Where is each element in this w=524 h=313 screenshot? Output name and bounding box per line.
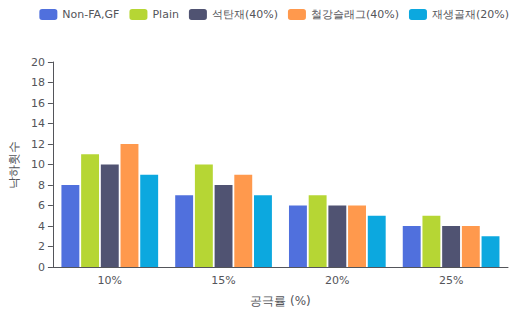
svg-text:6: 6 — [38, 199, 45, 212]
svg-text:12: 12 — [31, 138, 45, 151]
svg-text:0: 0 — [38, 261, 45, 274]
svg-text:10%: 10% — [98, 274, 122, 287]
svg-text:재생골재(20%): 재생골재(20%) — [432, 8, 509, 21]
svg-text:14: 14 — [31, 117, 45, 130]
svg-text:20: 20 — [31, 56, 45, 69]
svg-text:15%: 15% — [211, 274, 235, 287]
svg-text:4: 4 — [38, 220, 45, 233]
svg-text:8: 8 — [38, 179, 45, 192]
svg-text:10: 10 — [31, 158, 45, 171]
svg-text:공극률 (%): 공극률 (%) — [250, 294, 311, 308]
svg-text:25%: 25% — [439, 274, 463, 287]
svg-text:철강슬래그(40%): 철강슬래그(40%) — [311, 8, 399, 21]
svg-text:Plain: Plain — [152, 8, 178, 21]
svg-text:16: 16 — [31, 97, 45, 110]
svg-text:낙하횟수: 낙하횟수 — [7, 141, 21, 189]
svg-text:Non-FA,GF: Non-FA,GF — [62, 8, 119, 21]
svg-text:석탄재(40%): 석탄재(40%) — [212, 8, 278, 21]
svg-text:20%: 20% — [325, 274, 349, 287]
svg-text:2: 2 — [38, 240, 45, 253]
svg-text:18: 18 — [31, 76, 45, 89]
